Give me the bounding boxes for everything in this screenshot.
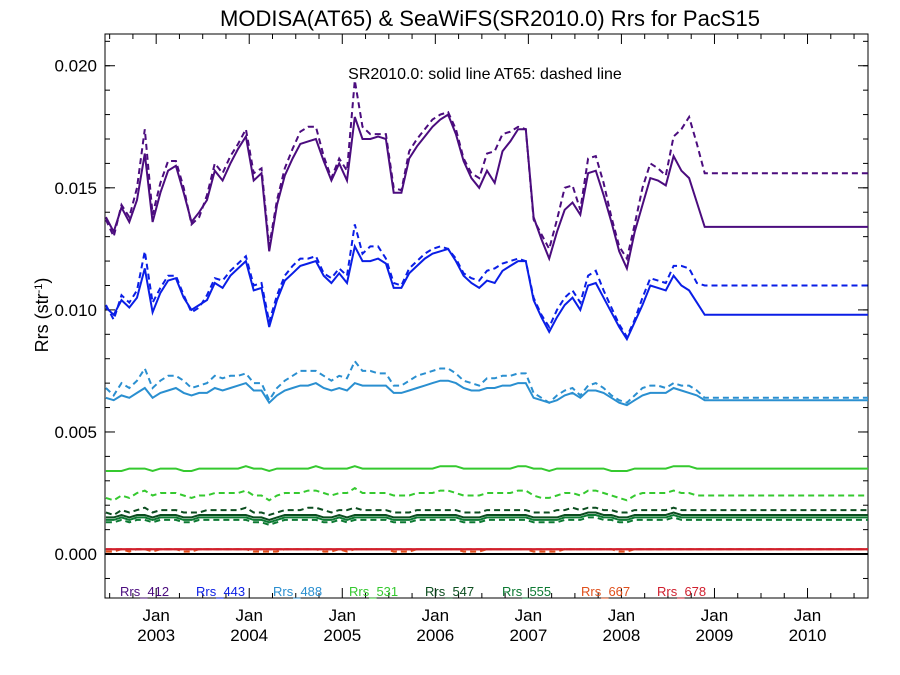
plot-area: 0.0000.0050.0100.0150.020Jan2003Jan2004J…	[54, 33, 869, 645]
x-tick-label: 2009	[696, 626, 734, 645]
legend-label: Rrs_412	[120, 584, 169, 599]
legend-label: Rrs_667	[581, 584, 630, 599]
line-style-annotation: SR2010.0: solid line AT65: dashed line	[348, 66, 622, 83]
y-tick-label: 0.020	[54, 57, 97, 76]
x-tick-label: 2008	[603, 626, 641, 645]
x-tick-month: Jan	[329, 606, 356, 625]
series-line-solid-rrs-412	[105, 113, 868, 272]
series-line-solid-rrs-443	[105, 243, 868, 342]
series-line-solid-rrs-531	[105, 465, 868, 473]
series-line-solid-rrs-555	[105, 513, 868, 524]
plot-frame	[104, 33, 869, 599]
x-tick-month: Jan	[515, 606, 542, 625]
x-tick-label: 2007	[509, 626, 547, 645]
x-tick-month: Jan	[236, 606, 263, 625]
y-tick-label: 0.005	[54, 423, 97, 442]
x-tick-label: 2010	[789, 626, 827, 645]
x-tick-label: 2004	[230, 626, 268, 645]
y-tick-label: 0.015	[54, 179, 97, 198]
x-tick-label: 2005	[323, 626, 361, 645]
series-line-dashed-rrs-488	[105, 359, 868, 404]
x-tick-month: Jan	[422, 606, 449, 625]
series-line-dashed-rrs-412	[104, 80, 868, 262]
x-tick-month: Jan	[608, 606, 635, 625]
y-tick-label: 0.000	[54, 545, 97, 564]
legend-label: Rrs_488	[273, 584, 322, 599]
legend-label: Rrs_547	[425, 584, 474, 599]
series-line-dashed-rrs-443	[105, 224, 868, 339]
legend-label: Rrs_555	[502, 584, 551, 599]
chart-title: MODISA(AT65) & SeaWiFS(SR2010.0) Rrs for…	[220, 6, 760, 31]
series-line-dashed-rrs-547	[105, 506, 868, 517]
x-tick-month: Jan	[701, 606, 728, 625]
x-tick-month: Jan	[142, 606, 169, 625]
x-tick-label: 2003	[137, 626, 175, 645]
y-axis-label: Rrs (str-1)	[32, 278, 52, 353]
series-line-solid-rrs-547	[105, 511, 868, 521]
x-tick-label: 2006	[416, 626, 454, 645]
y-tick-label: 0.010	[54, 301, 97, 320]
series-line-dashed-rrs-531	[105, 486, 868, 502]
legend-label: Rrs_443	[196, 584, 245, 599]
series-line-dashed-rrs-555	[105, 516, 868, 526]
x-tick-month: Jan	[794, 606, 821, 625]
legend-label: Rrs_678	[657, 584, 706, 599]
legend-label: Rrs_531	[349, 584, 398, 599]
series-line-solid-rrs-488	[105, 379, 868, 407]
